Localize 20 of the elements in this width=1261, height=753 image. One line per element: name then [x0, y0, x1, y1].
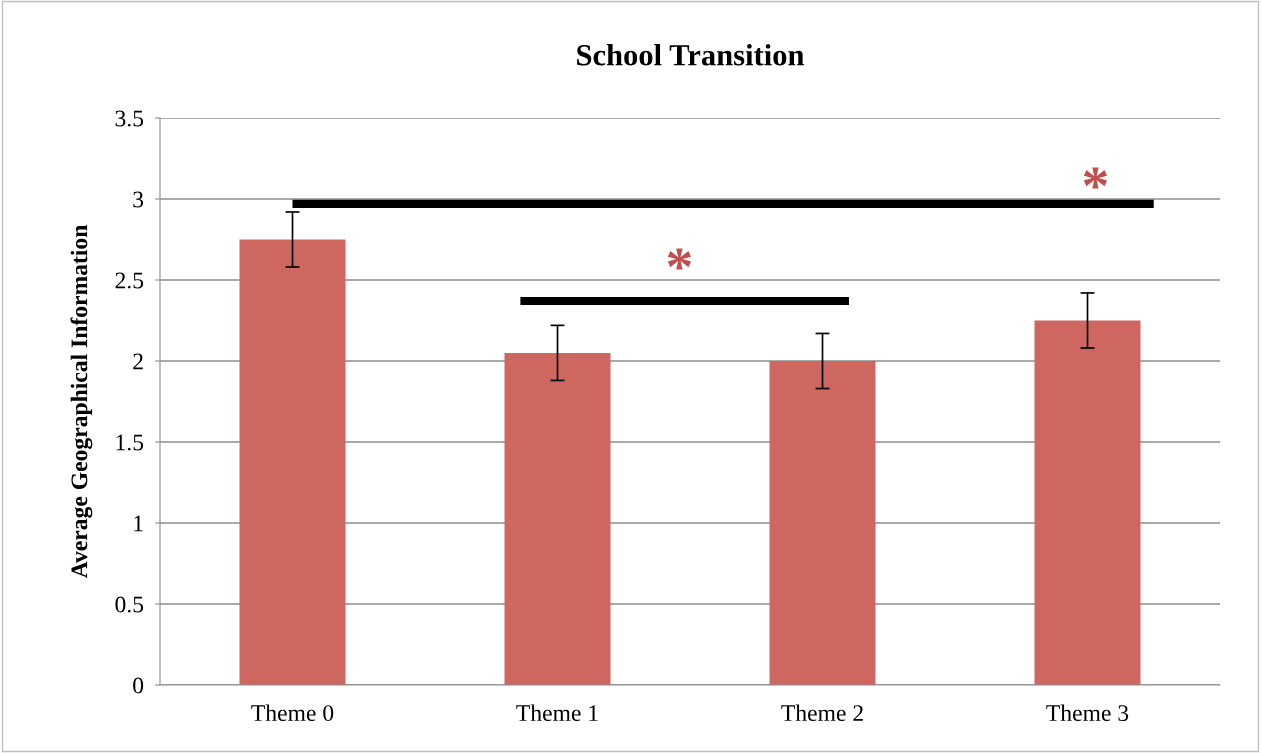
y-tick-label: 1.5 [116, 434, 144, 451]
y-axis-title: Average Geographical Information [70, 225, 93, 579]
y-tick-label: 3.5 [115, 110, 144, 127]
bar [239, 239, 346, 685]
y-tick-label: 0 [133, 677, 144, 694]
y-tick-label: 0.5 [115, 596, 144, 613]
y-tick-label: 1 [134, 515, 143, 532]
y-tick-label: 3 [133, 191, 144, 208]
bar [504, 352, 611, 685]
x-tick-label: Theme 3 [1046, 704, 1129, 722]
y-tick-label: 2.5 [115, 272, 144, 289]
chart-title: School Transition [577, 44, 805, 66]
annotation: * [1083, 167, 1108, 189]
x-tick-label: Theme 0 [251, 704, 334, 722]
annotation: * [667, 248, 691, 270]
x-tick-label: Theme 1 [516, 704, 598, 722]
y-tick-label: 2 [133, 353, 143, 370]
x-tick-label: Theme 2 [781, 704, 863, 722]
bar [769, 361, 876, 685]
bar [1034, 320, 1141, 685]
